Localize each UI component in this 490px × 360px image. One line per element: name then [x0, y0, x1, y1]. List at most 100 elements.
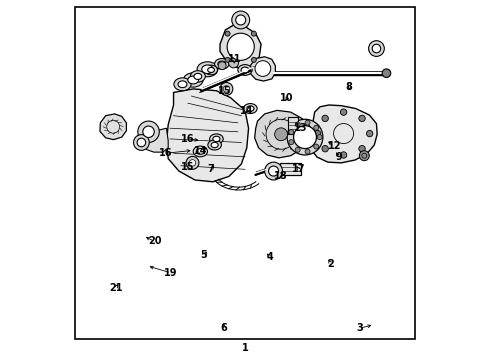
- Circle shape: [295, 122, 300, 127]
- Circle shape: [186, 157, 199, 169]
- Text: 8: 8: [346, 82, 353, 92]
- Polygon shape: [250, 57, 275, 81]
- Ellipse shape: [304, 125, 312, 144]
- Ellipse shape: [205, 65, 218, 75]
- Circle shape: [289, 140, 294, 145]
- Polygon shape: [310, 105, 377, 163]
- Circle shape: [251, 57, 256, 62]
- Ellipse shape: [174, 78, 191, 91]
- Polygon shape: [167, 89, 248, 182]
- Text: 15: 15: [181, 162, 195, 172]
- Text: 11: 11: [227, 54, 241, 64]
- Circle shape: [143, 126, 154, 138]
- Text: 6: 6: [220, 323, 227, 333]
- Circle shape: [227, 33, 254, 60]
- Text: 15: 15: [218, 86, 231, 96]
- Circle shape: [359, 115, 365, 122]
- Ellipse shape: [241, 67, 249, 73]
- Ellipse shape: [208, 140, 221, 150]
- Circle shape: [295, 147, 300, 152]
- Text: 4: 4: [267, 252, 273, 262]
- Ellipse shape: [218, 61, 226, 67]
- Circle shape: [372, 44, 381, 53]
- Circle shape: [255, 61, 270, 76]
- Ellipse shape: [215, 59, 229, 69]
- Circle shape: [367, 130, 373, 137]
- Text: 17: 17: [292, 164, 305, 174]
- Text: 19: 19: [164, 268, 178, 278]
- Circle shape: [218, 62, 226, 69]
- Ellipse shape: [213, 136, 220, 141]
- Ellipse shape: [190, 71, 205, 82]
- Text: 21: 21: [109, 283, 122, 293]
- Circle shape: [359, 151, 369, 161]
- Circle shape: [228, 58, 239, 68]
- Polygon shape: [100, 114, 126, 140]
- Text: 5: 5: [200, 250, 207, 260]
- Polygon shape: [255, 111, 306, 158]
- Text: 2: 2: [327, 259, 334, 269]
- Circle shape: [223, 86, 230, 92]
- Circle shape: [220, 82, 233, 95]
- Circle shape: [137, 138, 146, 147]
- Circle shape: [275, 128, 288, 141]
- Text: 20: 20: [148, 237, 161, 247]
- Ellipse shape: [196, 149, 204, 154]
- Circle shape: [359, 145, 365, 152]
- Ellipse shape: [194, 73, 202, 80]
- Text: 14: 14: [194, 147, 207, 157]
- Circle shape: [382, 69, 391, 77]
- Ellipse shape: [244, 104, 257, 113]
- Ellipse shape: [197, 62, 218, 77]
- Circle shape: [314, 125, 318, 130]
- Circle shape: [305, 120, 310, 125]
- Circle shape: [236, 15, 245, 25]
- Circle shape: [269, 166, 279, 176]
- Circle shape: [225, 31, 230, 36]
- Ellipse shape: [183, 73, 203, 87]
- Circle shape: [189, 159, 196, 166]
- Ellipse shape: [188, 76, 198, 84]
- Circle shape: [232, 11, 249, 29]
- Bar: [288, 117, 298, 134]
- Text: 16: 16: [181, 134, 195, 144]
- Text: 3: 3: [356, 323, 363, 333]
- Text: 14: 14: [240, 107, 253, 116]
- Circle shape: [317, 135, 322, 140]
- Circle shape: [368, 41, 384, 57]
- Circle shape: [322, 115, 328, 122]
- Circle shape: [265, 162, 283, 180]
- Circle shape: [134, 135, 149, 150]
- Polygon shape: [220, 24, 261, 69]
- Ellipse shape: [202, 65, 213, 73]
- Circle shape: [294, 126, 317, 149]
- Circle shape: [287, 119, 323, 155]
- Ellipse shape: [247, 106, 254, 111]
- Circle shape: [289, 130, 294, 135]
- Circle shape: [314, 144, 318, 149]
- Circle shape: [322, 145, 328, 152]
- Ellipse shape: [238, 64, 252, 75]
- Ellipse shape: [178, 81, 187, 87]
- Polygon shape: [144, 128, 168, 152]
- Circle shape: [305, 149, 310, 154]
- Ellipse shape: [193, 146, 207, 157]
- Text: 7: 7: [208, 164, 215, 174]
- Ellipse shape: [211, 142, 218, 148]
- Ellipse shape: [210, 134, 223, 144]
- Circle shape: [341, 109, 347, 115]
- Circle shape: [225, 57, 230, 62]
- Text: 13: 13: [294, 123, 307, 133]
- Ellipse shape: [208, 67, 215, 72]
- Text: 12: 12: [327, 141, 341, 151]
- Circle shape: [138, 121, 159, 143]
- Text: 9: 9: [335, 152, 342, 162]
- Circle shape: [341, 152, 347, 158]
- Text: 10: 10: [280, 93, 294, 103]
- Circle shape: [314, 130, 321, 137]
- Text: 16: 16: [159, 148, 172, 158]
- Ellipse shape: [301, 121, 314, 148]
- Bar: [280, 163, 301, 175]
- Circle shape: [251, 31, 256, 36]
- Text: 18: 18: [274, 171, 288, 181]
